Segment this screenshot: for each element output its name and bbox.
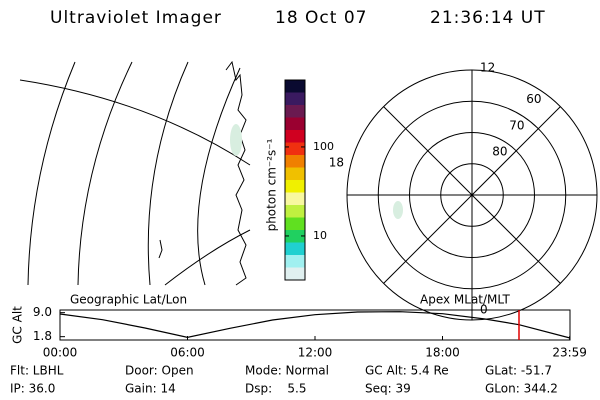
geo-map: Geographic Lat/Lon (19, 60, 251, 307)
lat-label: 80 (492, 145, 507, 159)
altitude-line (59, 311, 571, 339)
polar-title: Apex MLat/MLT (420, 293, 510, 307)
time: 21:36:14 UT (430, 8, 546, 28)
y-tick-label: 9.0 (33, 305, 52, 319)
info-field: Mode: Normal (245, 364, 329, 378)
mlt-label: 12 (480, 61, 495, 75)
polar-plot: Apex MLat/MLT 807060121860 (329, 61, 598, 321)
meridian (197, 67, 241, 286)
coastline (158, 239, 163, 259)
mlt-label: 18 (329, 156, 344, 170)
color-band (285, 117, 305, 131)
x-tick-label: 12:00 (298, 346, 333, 360)
emission (393, 201, 403, 219)
y-tick-label: 1.8 (33, 329, 52, 343)
info-field: Dsp: 5.5 (245, 382, 307, 396)
lat-label: 60 (526, 92, 541, 106)
color-band (285, 205, 305, 218)
x-tick-label: 00:00 (43, 346, 78, 360)
info-field: GC Alt: 5.4 Re (365, 364, 449, 378)
colorbar-label: photon cm⁻²s⁻¹ (265, 138, 279, 231)
info-panel: Flt: LBHL Door: Open Mode: Normal GC Alt: 5… (10, 364, 558, 396)
color-band (285, 155, 305, 168)
x-tick-label: 18:00 (425, 346, 460, 360)
color-band (285, 130, 305, 143)
x-tick-label: 06:00 (170, 346, 205, 360)
colorbar: photon cm⁻²s⁻¹ 10 100 (265, 79, 334, 281)
date: 18 Oct 07 (275, 8, 367, 28)
lat-circle (440, 163, 504, 227)
emission (230, 124, 242, 156)
color-band (285, 80, 305, 93)
spoke (383, 106, 561, 284)
color-band (285, 217, 305, 231)
info-field: GLat: -51.7 (485, 364, 552, 378)
color-band (285, 255, 305, 268)
info-field: Door: Open (125, 364, 194, 378)
map-title: Geographic Lat/Lon (70, 293, 187, 307)
coastline (225, 60, 247, 286)
parallel (19, 79, 251, 166)
altitude-plot: GC Alt 9.0 1.8 00:00 06:00 12:00 18:00 23:59 (11, 305, 587, 359)
x-tick-label: 23:59 (552, 346, 587, 360)
title: Ultraviolet Imager (50, 8, 222, 28)
info-field: Gain: 14 (125, 382, 176, 396)
lat-circle (409, 132, 535, 258)
color-band (285, 267, 305, 281)
parallel (164, 229, 251, 286)
info-field: IP: 36.0 (10, 382, 55, 396)
color-band (285, 230, 305, 243)
meridian (77, 61, 133, 286)
color-band (285, 167, 305, 181)
meridian (27, 61, 76, 286)
lat-label: 70 (509, 118, 524, 132)
info-field: Seq: 39 (365, 382, 411, 396)
color-band (285, 180, 305, 193)
color-band (285, 242, 305, 256)
info-field: GLon: 344.2 (485, 382, 558, 396)
meridian (147, 61, 189, 286)
tick-label: 100 (313, 140, 334, 153)
color-band (285, 142, 305, 156)
lat-circle (377, 100, 567, 290)
y-axis-label: GC Alt (11, 306, 25, 344)
colorbar-frame (284, 79, 306, 281)
tick-label: 10 (313, 229, 327, 242)
color-band (285, 192, 305, 206)
info-field: Flt: LBHL (10, 364, 64, 378)
color-band (285, 105, 305, 118)
color-band (285, 92, 305, 106)
